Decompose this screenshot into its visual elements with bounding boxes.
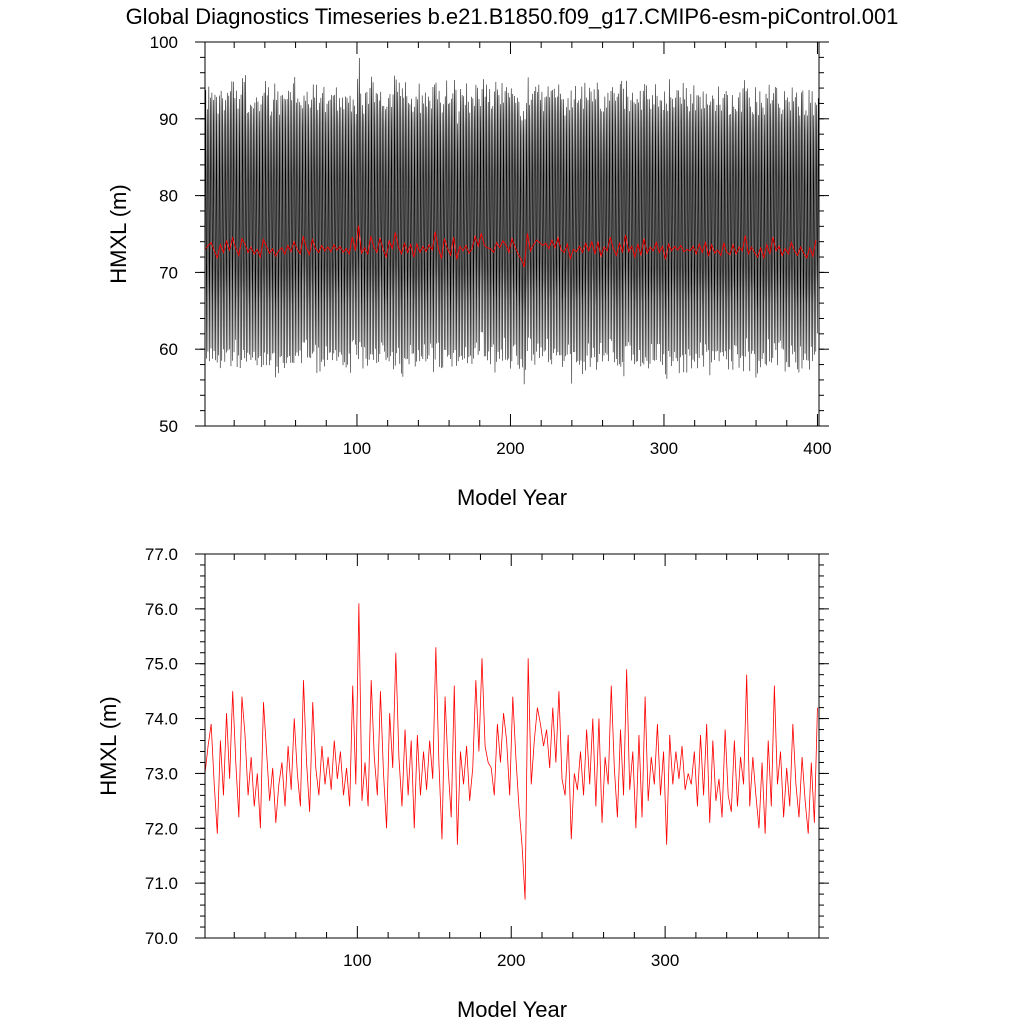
y-tick-label: 90 [159, 110, 178, 129]
annual-series-top [205, 225, 817, 268]
x-ticks-top: 100 200 300 400 [233, 42, 832, 458]
y-tick-label: 70.0 [145, 929, 178, 948]
y-tick-label: 71.0 [145, 874, 178, 893]
annual-series-bottom [205, 603, 818, 900]
annual-line-bottom [205, 603, 818, 900]
x-tick-label: 400 [803, 439, 831, 458]
monthly-line [205, 57, 819, 385]
x-tick-label: 200 [496, 439, 524, 458]
y-tick-label: 60 [159, 340, 178, 359]
panel-top: 100 200 300 400 50 60 70 80 90 100 Model Year HM… [106, 33, 832, 510]
y-axis-label-top: HMXL (m) [106, 184, 131, 283]
y-tick-label: 100 [150, 33, 178, 52]
monthly-series [205, 57, 819, 385]
x-tick-label: 100 [343, 439, 371, 458]
y-tick-label: 80 [159, 187, 178, 206]
y-tick-label: 77.0 [145, 545, 178, 564]
x-axis-label-bottom: Model Year [457, 997, 567, 1022]
x-axis-label-top: Model Year [457, 485, 567, 510]
y-tick-label: 73.0 [145, 764, 178, 783]
y-ticks-top: 50 60 70 80 90 100 [150, 33, 829, 436]
x-tick-label: 200 [497, 951, 525, 970]
y-axis-label-bottom: HMXL (m) [96, 696, 121, 795]
plot-frame-bottom [204, 553, 820, 939]
y-tick-label: 70 [159, 263, 178, 282]
y-tick-label: 75.0 [145, 655, 178, 674]
y-ticks-bottom: 70.0 71.0 72.0 73.0 74.0 75.0 76.0 77.0 [145, 545, 829, 948]
plot-frame-top [204, 41, 820, 427]
figure-title: Global Diagnostics Timeseries b.e21.B185… [126, 4, 899, 29]
x-tick-label: 100 [343, 951, 371, 970]
annual-line-top [205, 225, 817, 268]
y-tick-label: 50 [159, 417, 178, 436]
y-tick-label: 72.0 [145, 819, 178, 838]
x-ticks-bottom: 100 200 300 [233, 554, 820, 970]
y-tick-label: 76.0 [145, 600, 178, 619]
y-tick-label: 74.0 [145, 710, 178, 729]
x-tick-label: 300 [650, 439, 678, 458]
panel-bottom: 100 200 300 70.0 71.0 72.0 73.0 74.0 75.0 76.0 77… [96, 545, 829, 1022]
x-tick-label: 300 [651, 951, 679, 970]
